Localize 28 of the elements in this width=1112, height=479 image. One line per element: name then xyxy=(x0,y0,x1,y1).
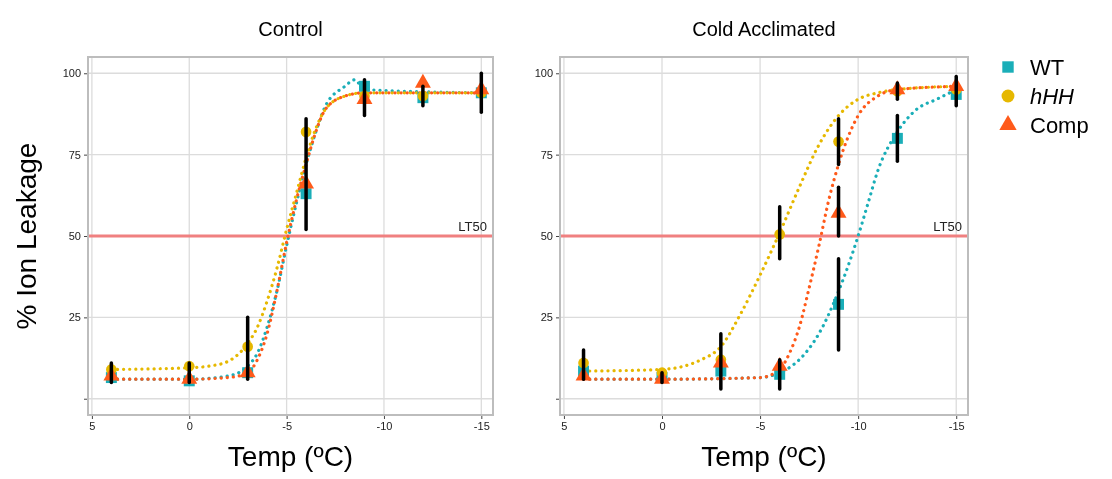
x-tick-label: 5 xyxy=(561,419,568,432)
x-tick-label: 5 xyxy=(89,419,96,432)
ref-line-label: LT50 xyxy=(458,219,487,234)
y-tick-label: 25 xyxy=(68,311,81,324)
x-tick-label: -15 xyxy=(948,419,965,432)
y-tick-label: 100 xyxy=(534,67,553,80)
y-tick-label: 25 xyxy=(540,311,553,324)
x-tick-label: 0 xyxy=(659,419,666,432)
legend-label: WT xyxy=(1030,55,1065,80)
x-tick-label: -10 xyxy=(376,419,393,432)
x-tick-label: 0 xyxy=(186,419,193,432)
x-tick-label: -5 xyxy=(755,419,766,432)
chart-title: Control xyxy=(258,18,323,40)
y-tick-label: 50 xyxy=(68,230,81,243)
x-tick-label: -15 xyxy=(473,419,490,432)
y-tick-label: 100 xyxy=(62,67,81,80)
ref-line-label: LT50 xyxy=(933,219,962,234)
x-tick-label: -10 xyxy=(850,419,867,432)
x-tick-label: -5 xyxy=(282,419,292,432)
legend-label: Comp xyxy=(1030,113,1089,138)
legend-label: hHH xyxy=(1030,84,1075,109)
y-tick-label: 75 xyxy=(68,148,81,161)
y-tick-label: 75 xyxy=(540,148,553,161)
x-axis-title: Temp (ºC) xyxy=(227,441,354,472)
y-axis-title: % Ion Leakage xyxy=(11,142,42,330)
x-axis-title: Temp (ºC) xyxy=(701,441,827,472)
chart-title: Cold Acclimated xyxy=(692,18,836,40)
y-tick-label: 50 xyxy=(540,230,553,243)
